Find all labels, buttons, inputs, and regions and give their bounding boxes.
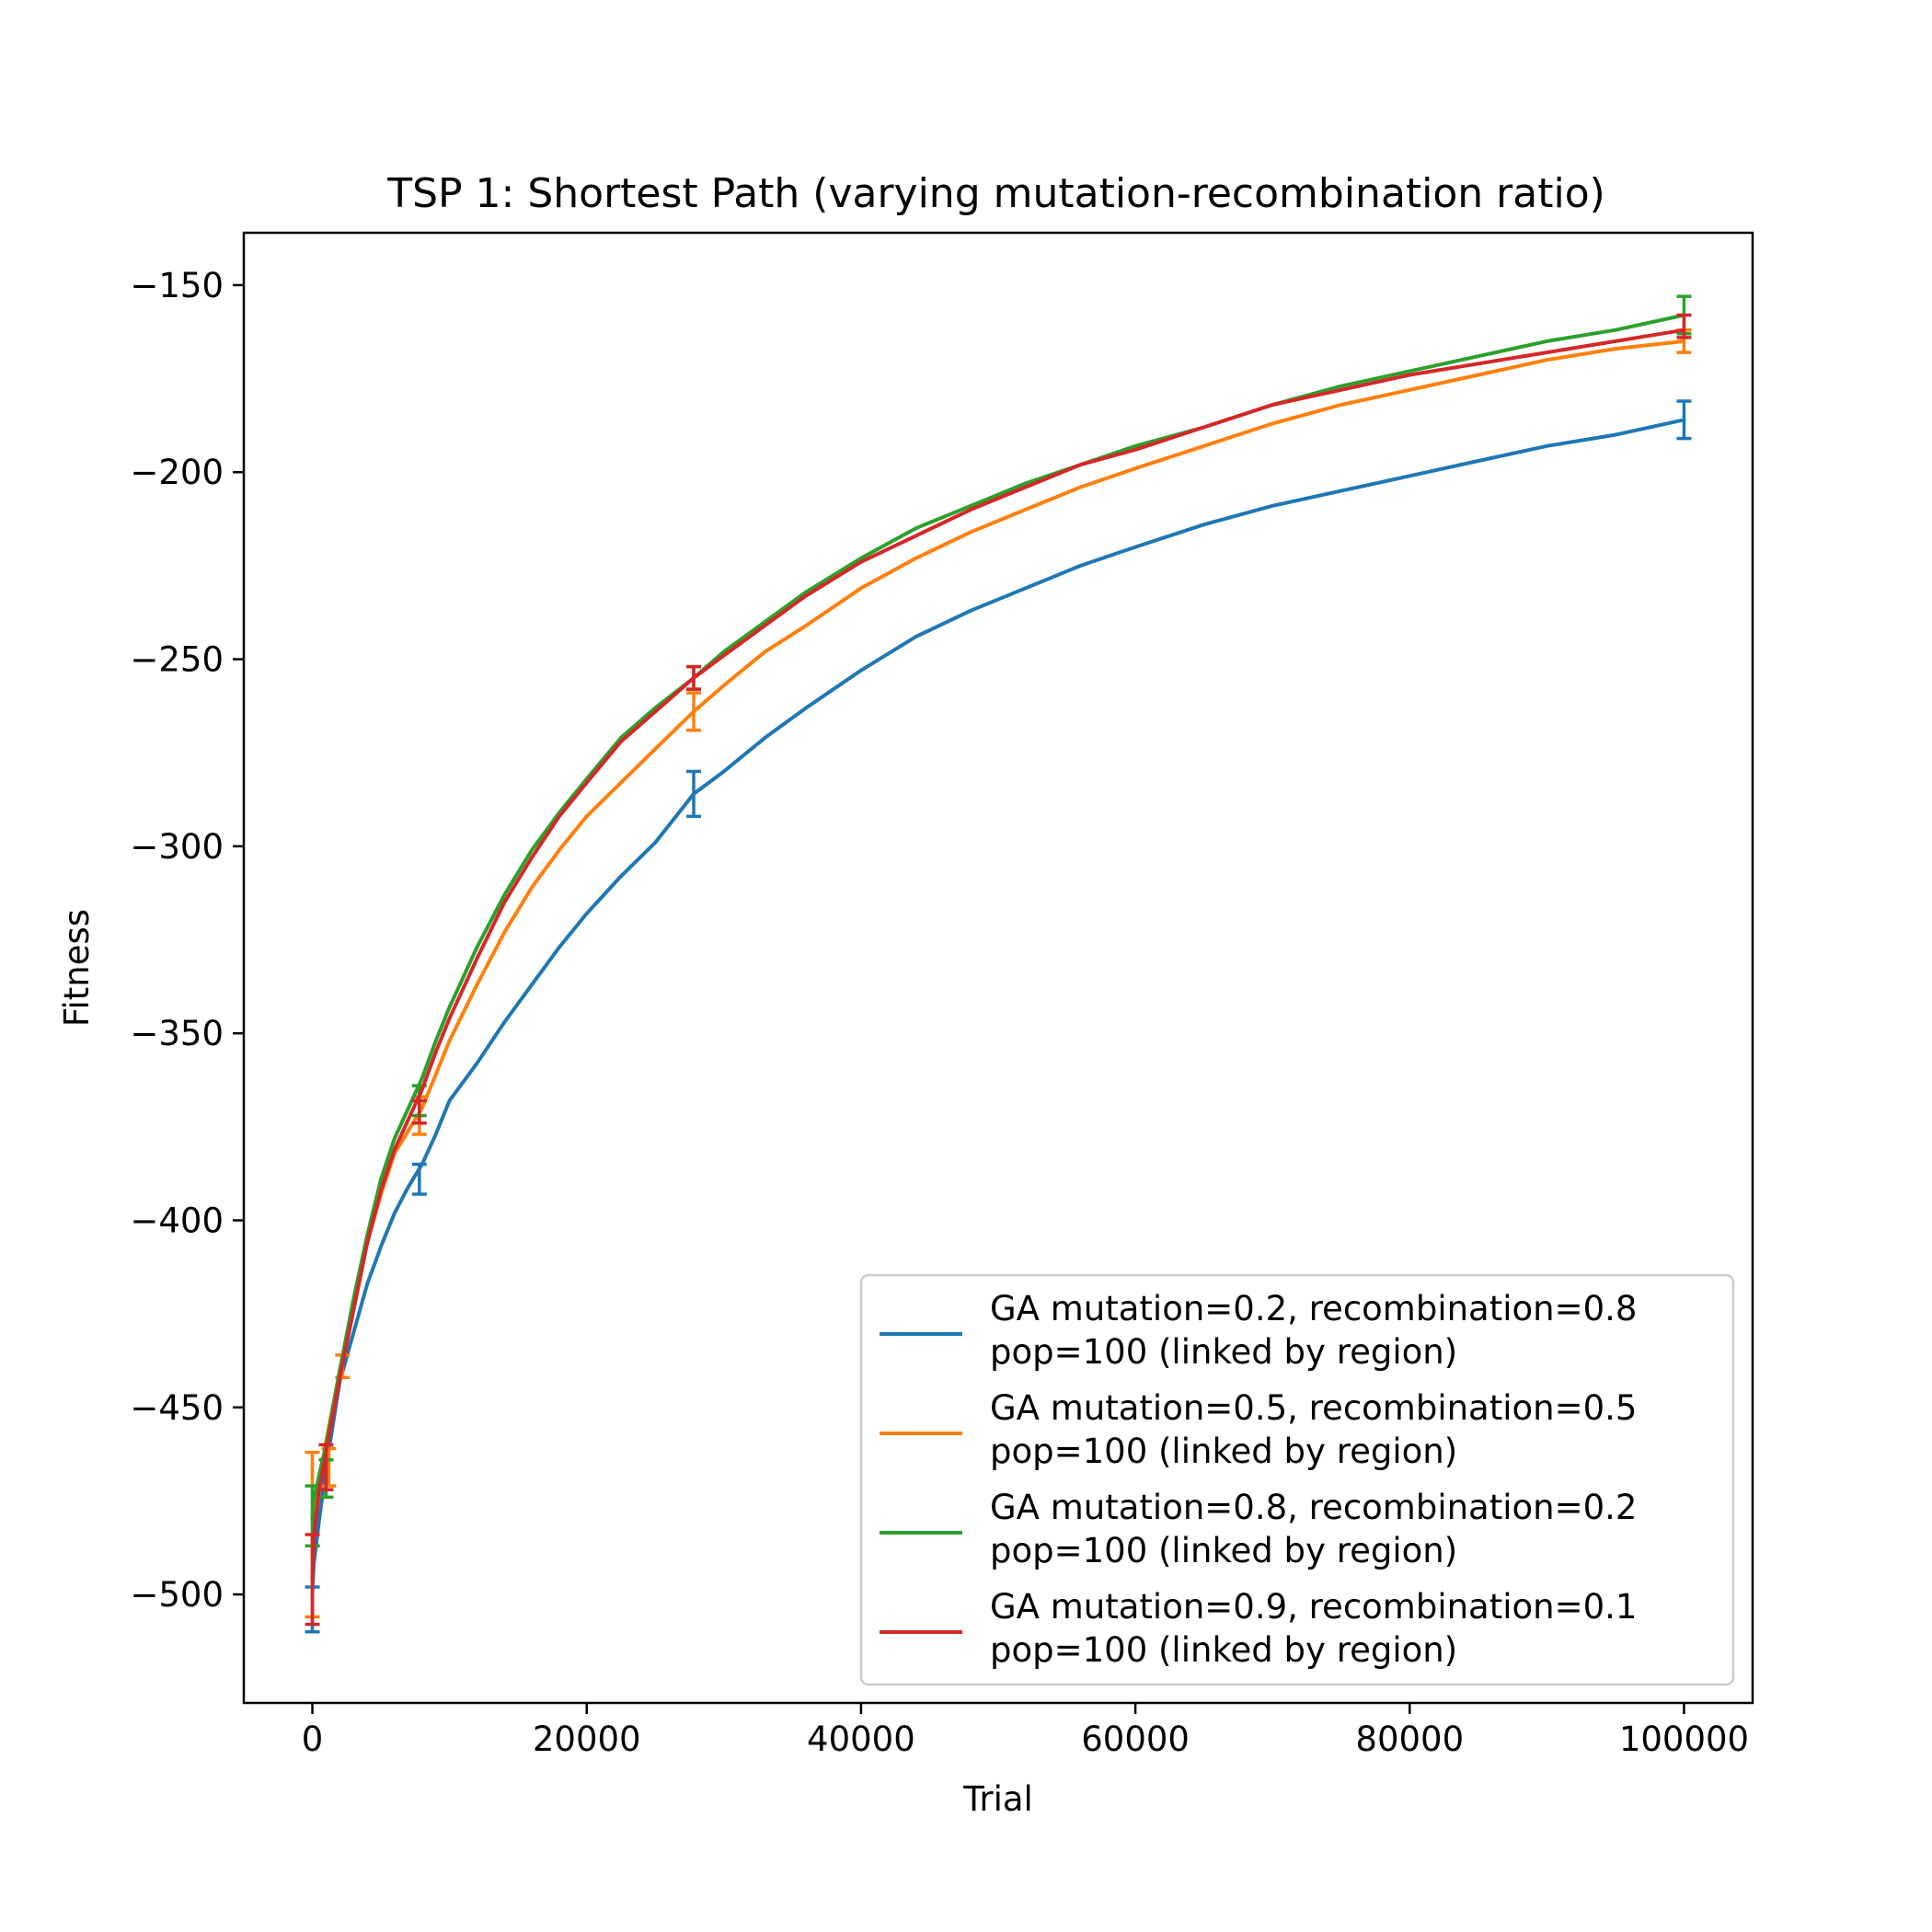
x-tick-label: 60000 xyxy=(1081,1719,1190,1759)
error-bar xyxy=(318,1443,334,1491)
series-4 xyxy=(305,313,1692,1627)
axes-frame xyxy=(242,231,1754,1705)
y-axis-label: Fitness xyxy=(57,909,97,1027)
legend-frame xyxy=(859,1273,1735,1686)
series-1 xyxy=(305,399,1692,1634)
legend-entry: GA mutation=0.2, recombination=0.8 pop=10… xyxy=(880,1289,1637,1372)
legend-entry: GA mutation=0.9, recombination=0.1pop=10… xyxy=(880,1587,1637,1670)
x-tick-label: 20000 xyxy=(533,1719,641,1759)
y-tick-label: −250 xyxy=(130,640,224,680)
legend-label: GA mutation=0.9, recombination=0.1 xyxy=(990,1587,1637,1627)
x-axis-label: Trial xyxy=(962,1779,1033,1819)
y-tick-label: −150 xyxy=(130,266,224,305)
error-bar xyxy=(686,769,702,819)
x-tick-label: 40000 xyxy=(807,1719,915,1759)
y-tick-label: −200 xyxy=(130,453,224,492)
series-line xyxy=(310,328,1686,1581)
legend-label: pop=100 (linked by region) xyxy=(990,1531,1457,1570)
error-bar xyxy=(1676,399,1692,441)
legend-label: pop=100 (linked by region) xyxy=(990,1630,1457,1670)
x-tick-label: 100000 xyxy=(1619,1719,1749,1759)
legend-label: GA mutation=0.2, recombination=0.8 xyxy=(990,1289,1637,1328)
y-tick-label: −300 xyxy=(130,827,224,867)
legend-entry: GA mutation=0.8, recombination=0.2 pop=10… xyxy=(880,1488,1637,1570)
plot-area xyxy=(305,294,1692,1634)
error-bar xyxy=(305,1533,320,1627)
y-tick-label: −500 xyxy=(130,1575,224,1615)
y-tick-label: −450 xyxy=(130,1388,224,1428)
y-tick-label: −350 xyxy=(130,1014,224,1053)
legend: GA mutation=0.2, recombination=0.8 pop=10… xyxy=(859,1273,1735,1686)
error-bar xyxy=(686,691,702,732)
legend-label: GA mutation=0.5, recombination=0.5 xyxy=(990,1388,1637,1428)
x-tick-label: 80000 xyxy=(1355,1719,1464,1759)
legend-label: pop=100 (linked by region) xyxy=(990,1332,1457,1372)
x-tick-label: 0 xyxy=(302,1719,324,1759)
ticks: 0 20000 40000 60000 80000 100000 −150 −200 −250 −… xyxy=(130,266,1749,1759)
error-bar xyxy=(411,1098,427,1125)
y-tick-label: −400 xyxy=(130,1201,224,1240)
chart-title: TSP 1: Shortest Path (varying mutation-r… xyxy=(386,170,1605,217)
error-bar xyxy=(686,664,702,691)
series-line xyxy=(310,418,1686,1597)
legend-entry: GA mutation=0.5, recombination=0.5 pop=10… xyxy=(880,1388,1637,1471)
legend-label: pop=100 (linked by region) xyxy=(990,1432,1457,1471)
error-bar xyxy=(411,1162,427,1196)
error-bar xyxy=(1676,313,1692,339)
legend-label: GA mutation=0.8, recombination=0.2 xyxy=(990,1488,1637,1527)
